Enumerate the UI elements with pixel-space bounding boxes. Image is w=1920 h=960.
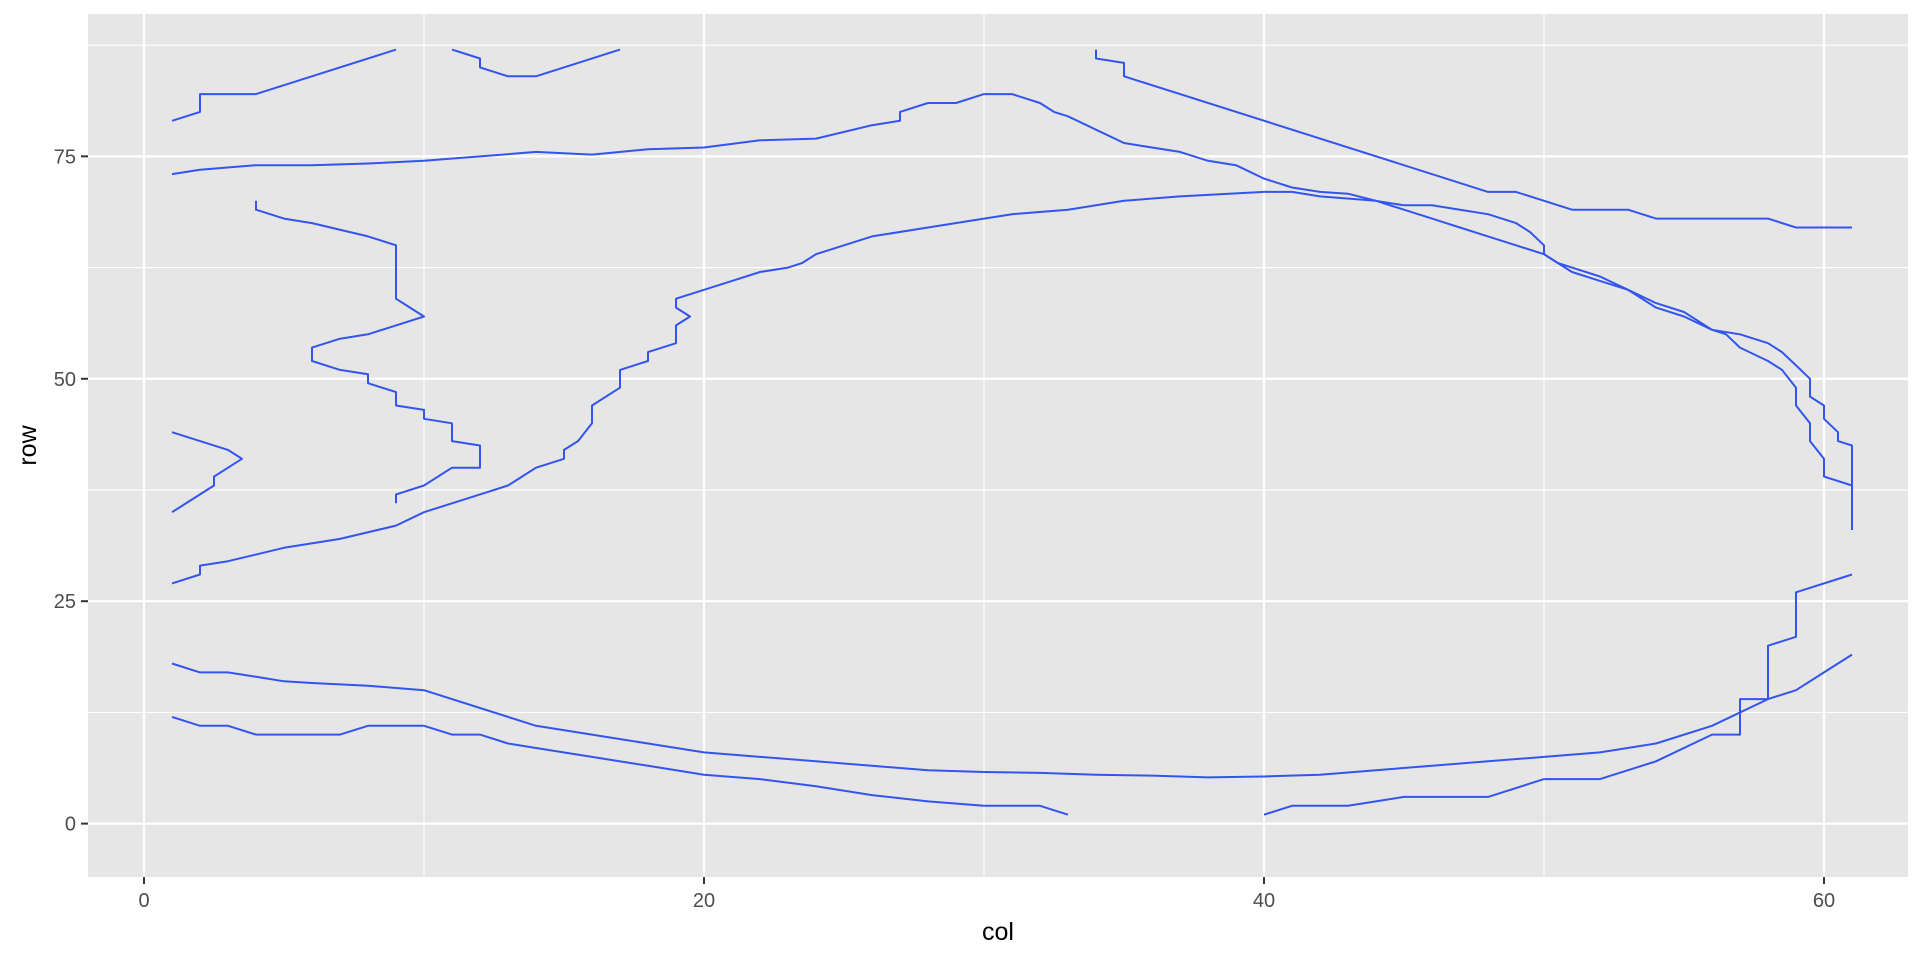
y-tick-label: 0	[65, 814, 76, 836]
contour-line-6	[171, 431, 243, 514]
contour-line-7	[171, 190, 1853, 585]
contour-line-1	[171, 48, 397, 122]
contour-line-5	[255, 200, 481, 504]
contour-line-8	[171, 653, 1853, 779]
contour-line-10	[1263, 573, 1853, 816]
x-axis-title: col	[982, 918, 1014, 946]
contour-line-3	[1095, 49, 1852, 229]
tick-labels: 0 20 40 60 0 25 50 75	[54, 146, 1835, 912]
axis-ticks	[81, 155, 1825, 884]
y-tick-label: 25	[54, 591, 76, 613]
x-tick-label: 0	[138, 890, 149, 912]
contour-line-4	[171, 93, 1853, 530]
contour-lines	[171, 48, 1853, 816]
x-tick-label: 20	[693, 890, 715, 912]
grid-lines	[88, 14, 1908, 877]
x-tick-label: 60	[1813, 890, 1835, 912]
plot-panel	[88, 14, 1908, 877]
x-tick-label: 40	[1253, 890, 1275, 912]
y-tick-label: 50	[54, 369, 76, 391]
contour-line-9	[171, 715, 1069, 816]
contour-line-2	[451, 48, 621, 78]
y-tick-label: 75	[54, 146, 76, 168]
y-axis-title: row	[14, 424, 42, 465]
